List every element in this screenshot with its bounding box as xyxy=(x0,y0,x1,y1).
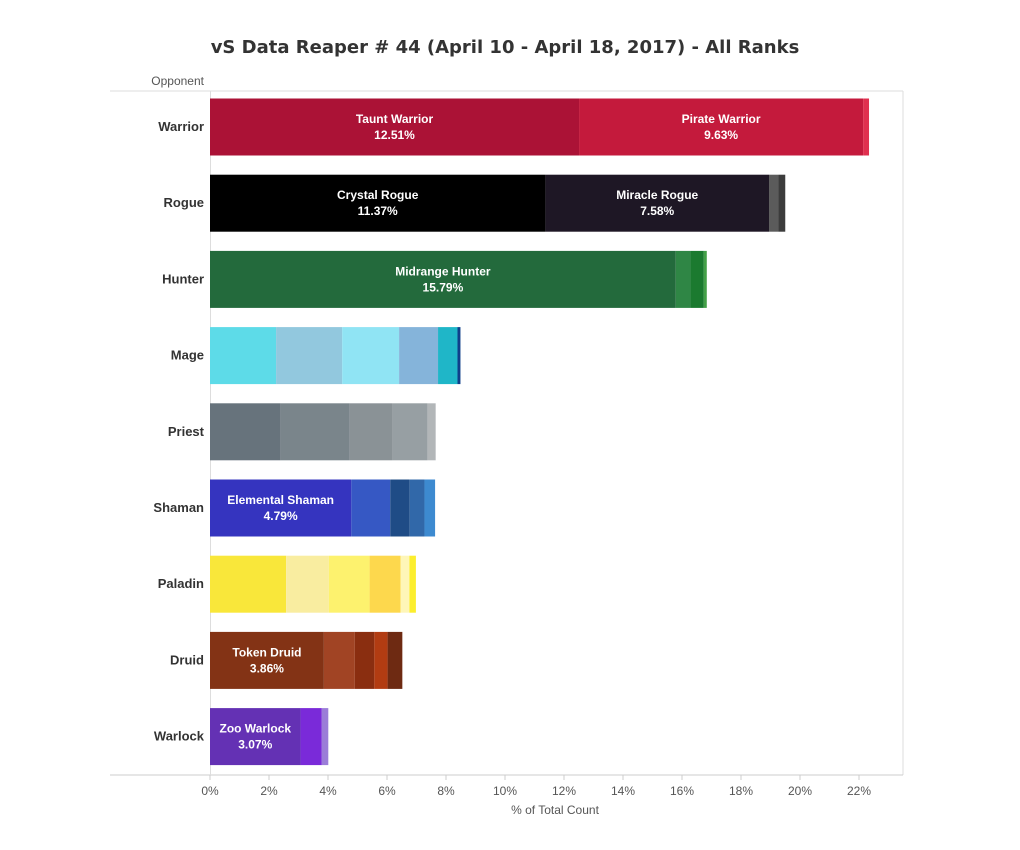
bar-segment-warrior-2 xyxy=(863,98,870,156)
category-label-mage: Mage xyxy=(171,348,204,363)
bar-segment-priest-2 xyxy=(349,403,393,461)
segment-value-warrior-0: 12.51% xyxy=(374,128,415,142)
bar-segment-warrior-0 xyxy=(210,98,580,156)
y-axis-title: Opponent xyxy=(151,74,204,88)
segment-value-hunter-0: 15.79% xyxy=(423,280,464,294)
bar-segment-mage-3 xyxy=(399,327,439,385)
x-tick-label: 8% xyxy=(437,784,455,798)
bar-segment-rogue-2 xyxy=(769,174,779,232)
x-tick-label: 10% xyxy=(493,784,517,798)
bar-segment-hunter-1 xyxy=(675,250,691,308)
x-tick-label: 18% xyxy=(729,784,753,798)
bars-layer xyxy=(210,98,870,766)
x-tick-label: 2% xyxy=(260,784,278,798)
bar-segment-priest-3 xyxy=(392,403,428,461)
bar-segment-priest-1 xyxy=(280,403,350,461)
segment-name-rogue-0: Crystal Rogue xyxy=(337,188,419,202)
segment-name-rogue-1: Miracle Rogue xyxy=(616,188,698,202)
category-label-priest: Priest xyxy=(168,424,205,439)
segment-name-shaman-0: Elemental Shaman xyxy=(227,493,334,507)
bar-segment-paladin-2 xyxy=(328,555,370,613)
x-tick-label: 20% xyxy=(788,784,812,798)
bar-segment-hunter-2 xyxy=(690,250,704,308)
bar-segment-priest-4 xyxy=(427,403,436,461)
segment-value-warrior-1: 9.63% xyxy=(704,128,738,142)
bar-segment-warlock-0 xyxy=(210,708,301,766)
bar-segment-paladin-5 xyxy=(409,555,416,613)
bar-segment-mage-2 xyxy=(342,327,400,385)
category-label-hunter: Hunter xyxy=(162,271,204,286)
category-label-paladin: Paladin xyxy=(158,576,204,591)
bar-segment-druid-2 xyxy=(354,631,375,689)
bar-segment-paladin-3 xyxy=(369,555,401,613)
bar-segment-paladin-1 xyxy=(286,555,329,613)
x-tick-label: 22% xyxy=(847,784,871,798)
category-label-rogue: Rogue xyxy=(164,195,204,210)
bar-segment-rogue-3 xyxy=(778,174,786,232)
segment-value-shaman-0: 4.79% xyxy=(264,509,298,523)
x-tick-label: 0% xyxy=(201,784,219,798)
x-tick-label: 16% xyxy=(670,784,694,798)
segment-name-hunter-0: Midrange Hunter xyxy=(395,264,491,278)
bar-segment-rogue-1 xyxy=(545,174,770,232)
bar-segment-shaman-2 xyxy=(390,479,410,537)
labels-layer: Warrior Taunt Warrior 12.51% Pirate Warrior… xyxy=(153,112,760,752)
category-label-warrior: Warrior xyxy=(158,119,204,134)
bar-segment-mage-0 xyxy=(210,327,277,385)
bar-segment-warlock-2 xyxy=(321,708,329,766)
category-label-druid: Druid xyxy=(170,652,204,667)
category-label-shaman: Shaman xyxy=(153,500,204,515)
segment-value-druid-0: 3.86% xyxy=(250,661,284,675)
bar-segment-paladin-0 xyxy=(210,555,287,613)
bar-segment-warrior-1 xyxy=(579,98,864,156)
bar-segment-shaman-1 xyxy=(351,479,391,537)
segment-name-warlock-0: Zoo Warlock xyxy=(219,722,291,736)
bar-segment-mage-5 xyxy=(457,327,461,385)
segment-value-rogue-1: 7.58% xyxy=(640,204,674,218)
segment-name-warrior-1: Pirate Warrior xyxy=(682,112,761,126)
bar-segment-druid-4 xyxy=(387,631,403,689)
bar-segment-druid-1 xyxy=(323,631,355,689)
bar-segment-rogue-0 xyxy=(210,174,546,232)
x-tick-label: 12% xyxy=(552,784,576,798)
bar-segment-shaman-0 xyxy=(210,479,352,537)
segment-value-rogue-0: 11.37% xyxy=(358,204,398,218)
bar-segment-mage-1 xyxy=(276,327,343,385)
bar-segment-druid-3 xyxy=(374,631,388,689)
bar-segment-shaman-3 xyxy=(409,479,425,537)
segment-name-warrior-0: Taunt Warrior xyxy=(356,112,434,126)
x-tick-label: 14% xyxy=(611,784,635,798)
x-axis: 0% 2% 4% 6% 8% 10% 12% 14% 16% 18% 20% 22% xyxy=(201,775,871,798)
bar-segment-hunter-0 xyxy=(210,250,676,308)
bar-segment-mage-4 xyxy=(438,327,458,385)
bar-segment-shaman-4 xyxy=(424,479,436,537)
bar-segment-druid-0 xyxy=(210,631,324,689)
x-axis-title: % of Total Count xyxy=(511,803,599,817)
bar-segment-hunter-3 xyxy=(703,250,707,308)
bar-segment-warlock-1 xyxy=(300,708,322,766)
category-label-warlock: Warlock xyxy=(154,729,205,744)
segment-name-druid-0: Token Druid xyxy=(232,645,301,659)
bar-segment-priest-0 xyxy=(210,403,281,461)
segment-value-warlock-0: 3.07% xyxy=(238,738,272,752)
x-tick-label: 6% xyxy=(378,784,396,798)
chart-title: vS Data Reaper # 44 (April 10 - April 18… xyxy=(211,37,800,58)
bar-segment-paladin-4 xyxy=(400,555,410,613)
x-tick-label: 4% xyxy=(319,784,337,798)
